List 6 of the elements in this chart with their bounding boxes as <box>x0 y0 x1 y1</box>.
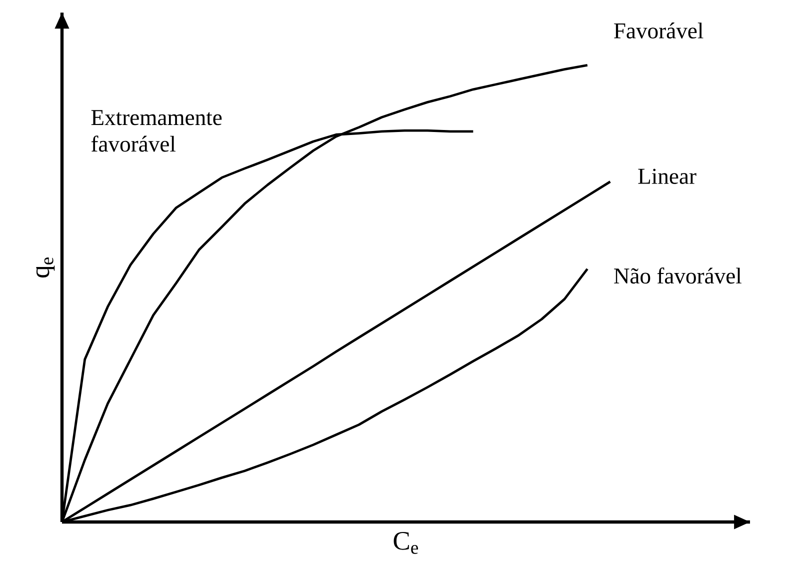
series-label: Extremamente favorável <box>91 110 222 152</box>
y-axis-title: q$_{e}$ <box>36 258 55 278</box>
series-label: Linear <box>638 168 696 184</box>
x-axis-title: C$_{e}$ <box>394 532 418 554</box>
series-label: Não favorável <box>614 268 742 284</box>
series-label: Favorável <box>614 22 704 38</box>
